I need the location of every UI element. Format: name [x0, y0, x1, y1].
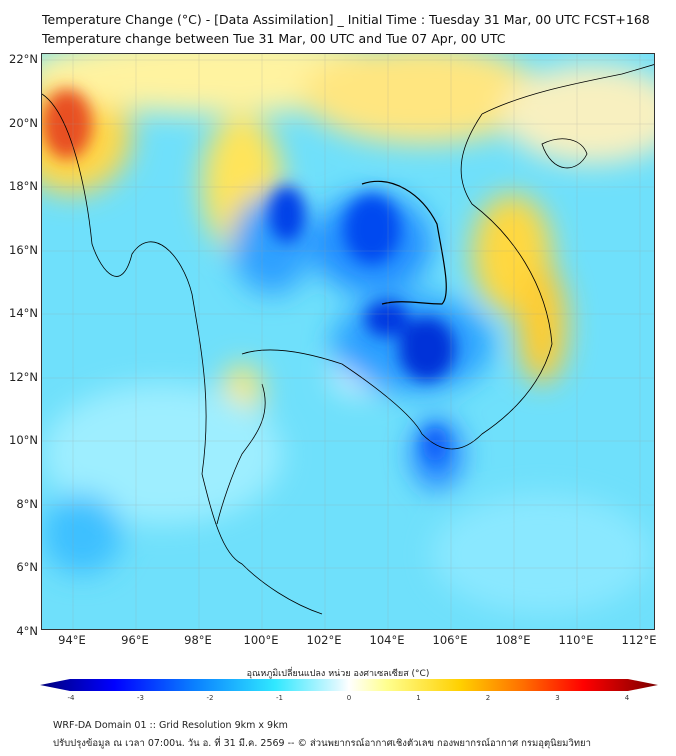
map-field — [42, 54, 654, 629]
footer-line-2: ปรับปรุงข้อมูล ณ เวลา 07:00น. วัน อ. ที่… — [53, 738, 591, 749]
colorbar-tick-label: -2 — [206, 694, 214, 702]
lat-label: 16°N — [9, 242, 38, 257]
lon-label: 100°E — [243, 633, 279, 647]
lat-label: 18°N — [9, 179, 38, 193]
colorbar-tick-label: 2 — [485, 694, 491, 702]
lat-label: 22°N — [9, 52, 38, 66]
coastlines — [42, 64, 654, 615]
colorbar-tick-label: 4 — [624, 694, 630, 702]
gridlines — [42, 54, 654, 629]
lat-label: 20°N — [9, 115, 38, 130]
lat-label: 12°N — [9, 369, 38, 384]
colorbar — [40, 679, 658, 691]
colorbar-tick-label: 0 — [346, 694, 352, 702]
colorbar-title: อุณหภูมิเปลี่ยนแปลง หน่วย องศาเซลเซียส (… — [246, 669, 430, 679]
colorbar-tick-label: -4 — [67, 694, 75, 702]
colorbar-tick-label: -3 — [137, 694, 144, 702]
lat-label: 6°N — [16, 560, 38, 574]
lat-label: 8°N — [16, 496, 38, 511]
colorbar-tick-label: -1 — [276, 694, 283, 702]
lon-label: 98°E — [184, 633, 212, 647]
lon-label: 112°E — [621, 633, 657, 647]
lat-label: 10°N — [9, 433, 38, 447]
temperature-change-map[interactable] — [41, 53, 655, 630]
lon-label: 94°E — [58, 633, 86, 647]
lon-label: 102°E — [306, 633, 342, 647]
lon-label: 96°E — [121, 633, 149, 647]
lat-label: 14°N — [9, 306, 38, 320]
title-line-1: Temperature Change (°C) - [Data Assimila… — [42, 12, 650, 27]
colorbar-tick-label: 3 — [555, 694, 560, 702]
colorbar-fill — [40, 679, 658, 691]
lon-label: 110°E — [558, 633, 594, 647]
lon-label: 106°E — [432, 633, 468, 647]
thailand-border — [361, 180, 447, 305]
lon-label: 104°E — [369, 633, 405, 647]
lon-label: 108°E — [495, 633, 531, 647]
title-line-2: Temperature change between Tue 31 Mar, 0… — [42, 31, 506, 46]
lat-label: 4°N — [16, 623, 38, 638]
footer-line-1: WRF-DA Domain 01 :: Grid Resolution 9km … — [53, 720, 288, 731]
colorbar-tick-label: 1 — [416, 694, 421, 702]
